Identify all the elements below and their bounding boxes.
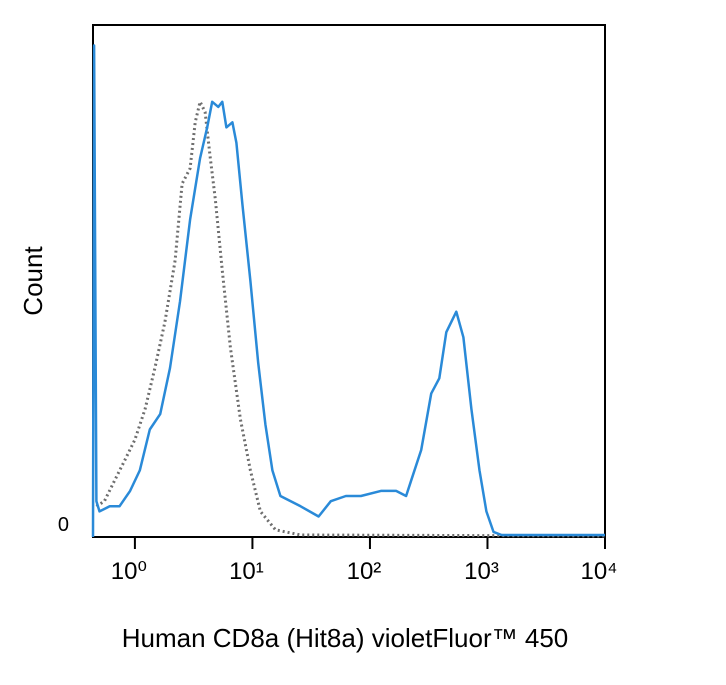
x-tick-label: 10⁰: [111, 558, 147, 585]
histogram-line: [91, 44, 605, 538]
histogram-line: [95, 100, 606, 538]
y-tick-label: 0: [58, 514, 69, 536]
x-tick-label: 10⁴: [580, 558, 617, 585]
x-axis-label: Human CD8a (Hit8a) violetFluor™ 450: [122, 623, 569, 653]
x-tick-label: 10²: [347, 558, 382, 585]
x-tick-label: 10³: [464, 558, 499, 585]
x-tick-label: 10¹: [229, 558, 264, 585]
y-axis-label: Count: [18, 246, 48, 316]
plot-frame: [92, 24, 606, 538]
